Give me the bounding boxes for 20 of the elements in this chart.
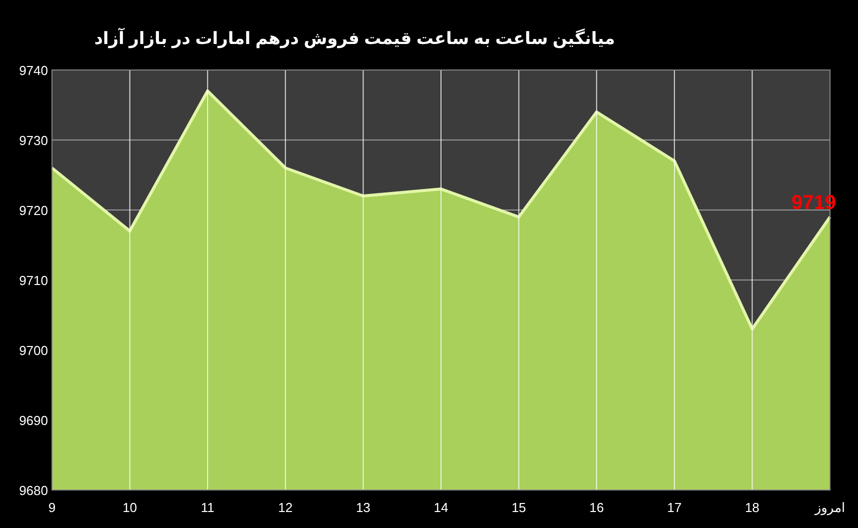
data-label: 9719 — [792, 192, 836, 214]
y-tick-label: 9680 — [19, 483, 48, 498]
y-tick-label: 9710 — [19, 273, 48, 288]
x-tick-label: 9 — [48, 500, 56, 515]
x-tick-label: 10 — [122, 500, 138, 515]
x-tick-label: 11 — [200, 500, 214, 515]
chart-title: میانگین ساعت به ساعت قیمت فروش درهم امارات در بازار آزاد — [94, 27, 615, 49]
x-tick-label: 12 — [278, 500, 293, 515]
x-tick-label: امروز — [814, 500, 846, 516]
y-tick-label: 9730 — [19, 133, 48, 148]
x-tick-label: 18 — [744, 500, 760, 515]
x-tick-label: 14 — [434, 500, 448, 515]
x-tick-label: 16 — [589, 500, 604, 515]
y-tick-label: 9720 — [19, 203, 48, 218]
x-tick-label: 15 — [512, 500, 526, 515]
y-tick-label: 9740 — [19, 63, 48, 78]
y-tick-label: 9690 — [19, 413, 48, 428]
x-tick-label: 17 — [667, 500, 682, 515]
y-tick-label: 9700 — [19, 343, 48, 358]
x-tick-label: 13 — [356, 500, 370, 515]
